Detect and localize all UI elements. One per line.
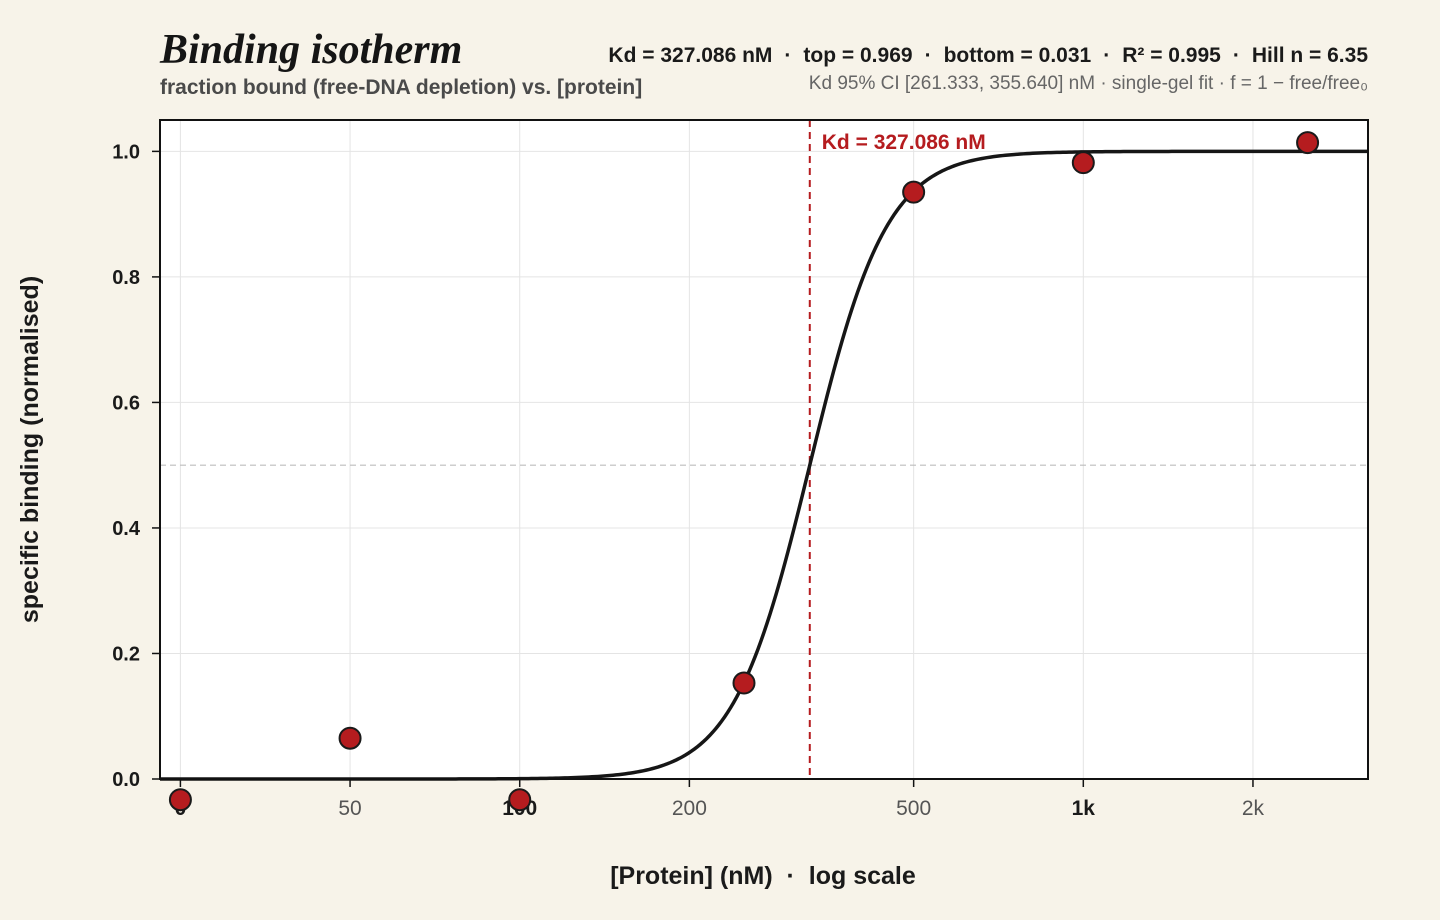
stat-separator: · <box>924 44 932 67</box>
stat-separator: · <box>784 44 792 67</box>
x-tick-label: 2k <box>1242 797 1265 820</box>
kd-marker-label: Kd = 327.086 nM <box>822 131 986 154</box>
x-axis: 0501002005001k2k <box>175 779 1265 820</box>
stat-kd: Kd = 327.086 nM <box>608 44 773 67</box>
data-point <box>732 671 756 695</box>
y-tick-label: 0.6 <box>112 392 140 414</box>
data-point <box>1071 151 1095 175</box>
stat-r2: R² = 0.995 <box>1122 44 1221 67</box>
stat-separator: · <box>1232 44 1240 67</box>
x-tick-label: 500 <box>896 797 931 820</box>
data-point <box>508 788 532 812</box>
x-axis-label: [Protein] (nM) · log scale <box>610 862 916 890</box>
y-tick-label: 0.8 <box>112 267 140 289</box>
y-axis: 0.0 0.2 0.4 0.6 0.8 1.0 <box>112 141 160 791</box>
plot-frame <box>159 119 1369 780</box>
y-tick-label: 0.0 <box>112 769 140 791</box>
data-points <box>168 131 1320 812</box>
stat-separator: · <box>1103 44 1111 67</box>
fit-stats: Kd = 327.086 nM · top = 0.969 · bottom = 0.0… <box>608 44 1368 68</box>
data-point <box>338 726 362 750</box>
y-axis-label: specific binding (normalised) <box>16 276 44 623</box>
y-tick-label: 1.0 <box>112 141 140 163</box>
x-tick-label: 200 <box>672 797 707 820</box>
stat-hill: Hill n = 6.35 <box>1251 44 1368 67</box>
data-point <box>902 180 926 204</box>
x-tick-label: 1k <box>1072 797 1096 820</box>
chart-title: Binding isotherm <box>160 27 463 73</box>
plot-area <box>160 120 1368 779</box>
data-point <box>1296 131 1320 155</box>
stat-bottom: bottom = 0.031 <box>943 44 1092 67</box>
data-point <box>168 788 192 812</box>
x-tick-label: 50 <box>338 797 361 820</box>
y-tick-label: 0.4 <box>112 518 141 540</box>
y-tick-label: 0.2 <box>112 643 140 665</box>
stat-top: top = 0.969 <box>803 44 913 67</box>
chart-subtitle: fraction bound (free-DNA depletion) vs. … <box>160 76 643 99</box>
fit-confidence-interval: Kd 95% CI [261.333, 355.640] nM · single… <box>808 73 1368 94</box>
